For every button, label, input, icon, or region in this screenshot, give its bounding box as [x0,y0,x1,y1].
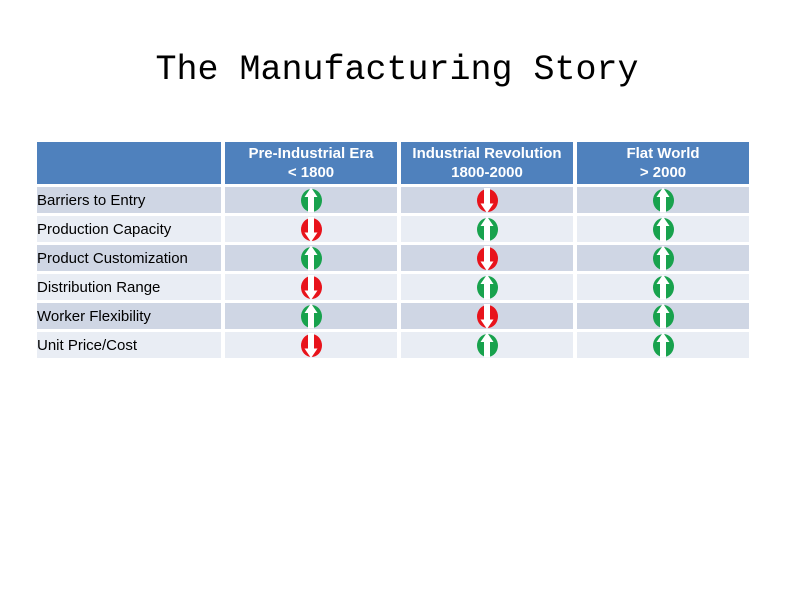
row-label: Unit Price/Cost [37,332,221,358]
column-header-industrial-revolution: Industrial Revolution 1800-2000 [401,142,573,184]
table-cell [225,303,397,329]
arrow-down-icon [300,333,322,357]
column-subtitle: 1800-2000 [451,164,523,181]
slide-title: The Manufacturing Story [155,50,639,90]
arrow-down-icon [300,217,322,241]
table-cell [225,274,397,300]
table-cell [577,303,749,329]
table-cell [225,245,397,271]
table-cell [401,187,573,213]
table-row: Unit Price/Cost [37,332,749,358]
table-cell [401,303,573,329]
row-label: Worker Flexibility [37,303,221,329]
column-title: Industrial Revolution [412,145,562,162]
arrow-down-icon [300,275,322,299]
table-cell [577,274,749,300]
column-subtitle: < 1800 [287,164,335,181]
arrow-up-icon [652,246,674,270]
row-label: Production Capacity [37,216,221,242]
row-label: Distribution Range [37,274,221,300]
arrow-up-icon [652,188,674,212]
table-cell [577,245,749,271]
table-cell [401,332,573,358]
arrow-up-icon [476,275,498,299]
arrow-up-icon [652,217,674,241]
arrow-down-icon [476,304,498,328]
column-title: Pre-Industrial Era [248,145,374,162]
column-header-pre-industrial: Pre-Industrial Era < 1800 [225,142,397,184]
table-cell [401,274,573,300]
arrow-down-icon [476,246,498,270]
arrow-up-icon [476,333,498,357]
table-corner-cell [37,142,221,184]
arrow-up-icon [652,333,674,357]
column-header-flat-world: Flat World > 2000 [577,142,749,184]
table-cell [225,216,397,242]
arrow-up-icon [300,188,322,212]
table-cell [577,187,749,213]
table-row: Production Capacity [37,216,749,242]
table-cell [225,187,397,213]
table-cell [577,216,749,242]
table-cell [401,245,573,271]
table-row: Distribution Range [37,274,749,300]
row-label: Barriers to Entry [37,187,221,213]
arrow-up-icon [300,304,322,328]
table-row: Barriers to Entry [37,187,749,213]
arrow-down-icon [476,188,498,212]
row-label: Product Customization [37,245,221,271]
table-cell [225,332,397,358]
table-header-row: Pre-Industrial Era < 1800 Industrial Rev… [37,142,749,184]
comparison-table: Pre-Industrial Era < 1800 Industrial Rev… [33,139,753,361]
arrow-up-icon [476,217,498,241]
column-subtitle: > 2000 [639,164,687,181]
arrow-up-icon [300,246,322,270]
table-cell [401,216,573,242]
arrow-up-icon [652,275,674,299]
table-row: Worker Flexibility [37,303,749,329]
table-row: Product Customization [37,245,749,271]
arrow-up-icon [652,304,674,328]
column-title: Flat World [626,145,700,162]
table-cell [577,332,749,358]
